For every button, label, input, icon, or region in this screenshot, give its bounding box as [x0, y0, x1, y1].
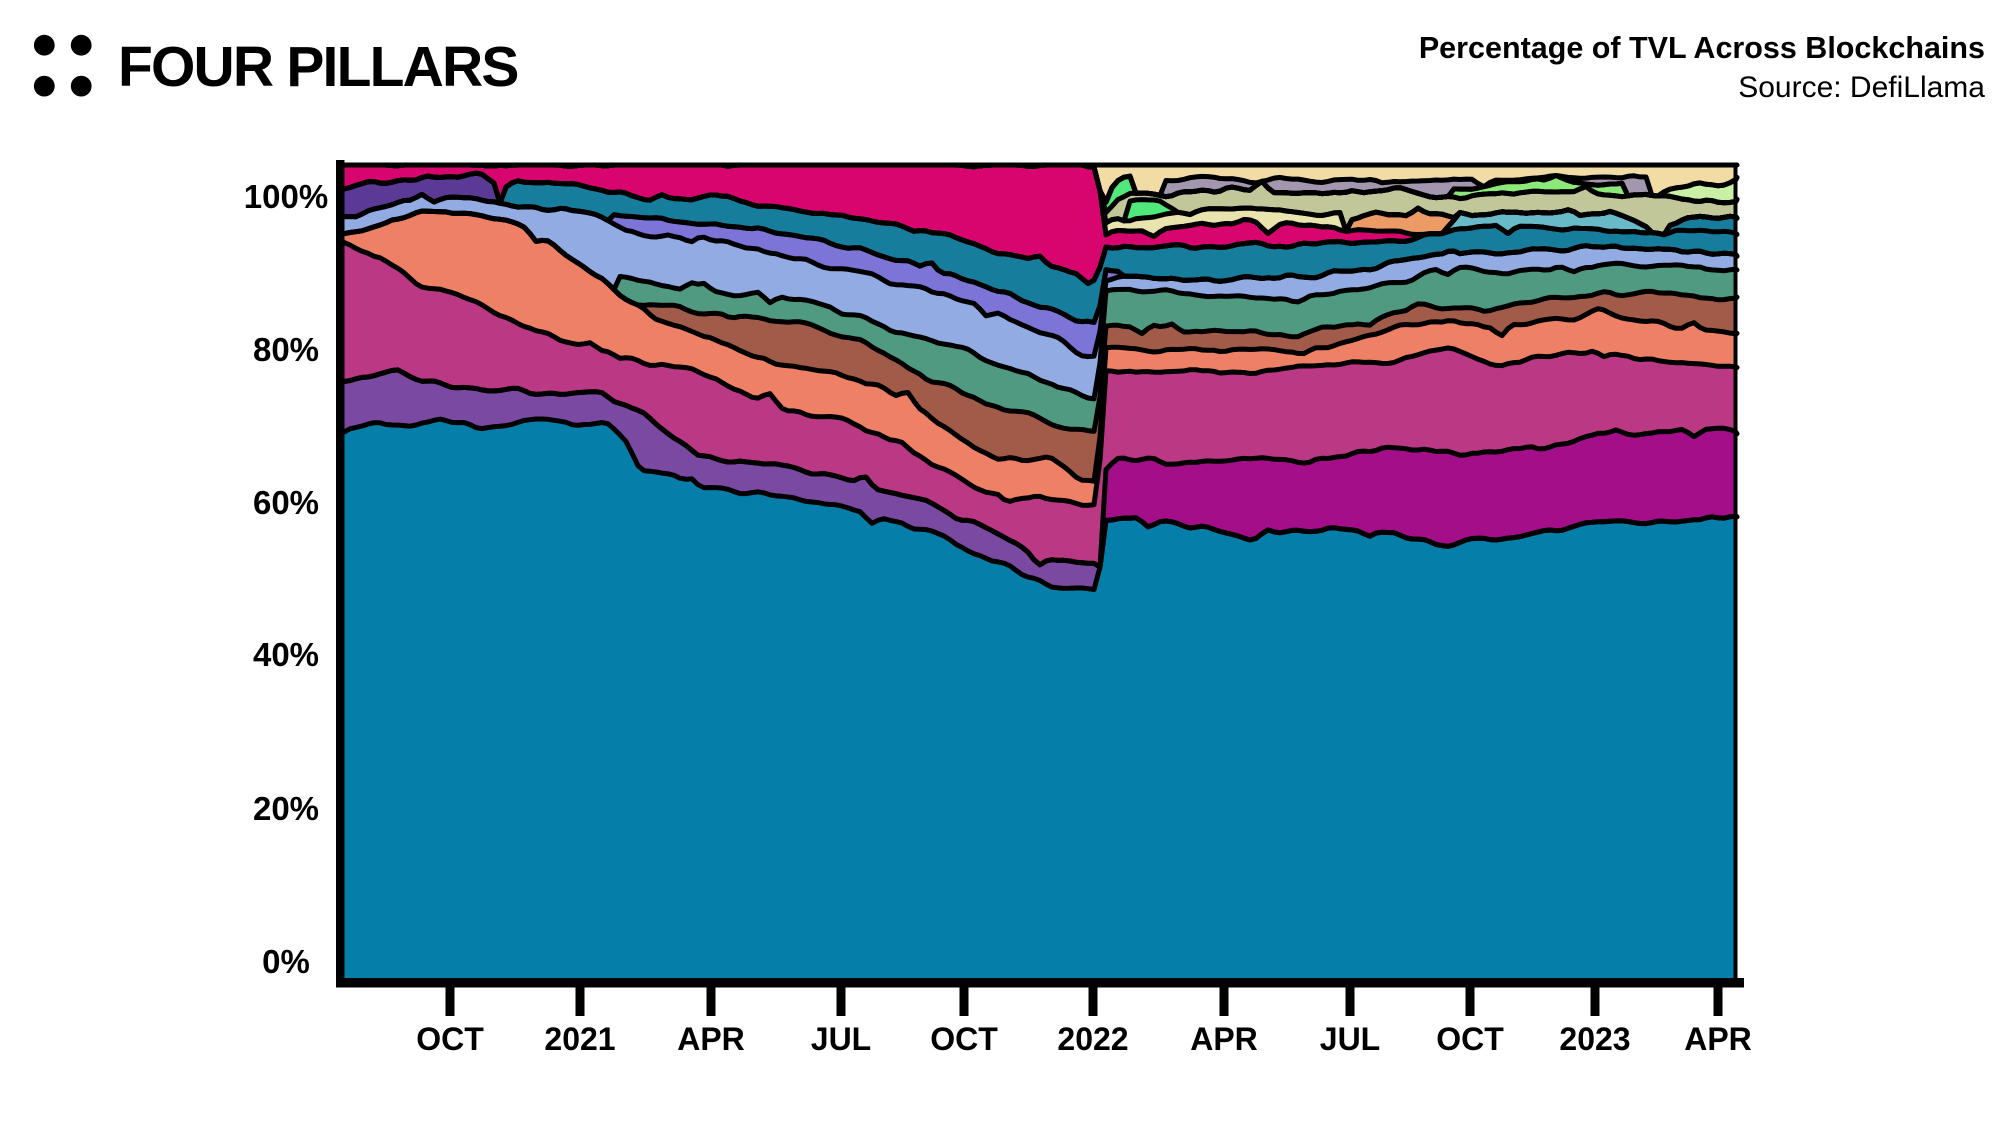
svg-text:2021: 2021: [544, 1021, 615, 1057]
svg-text:OCT: OCT: [416, 1021, 484, 1057]
svg-text:JUL: JUL: [1320, 1021, 1380, 1057]
svg-text:100%: 100%: [244, 178, 328, 215]
svg-text:40%: 40%: [253, 636, 319, 673]
svg-text:FOUR PILLARS: FOUR PILLARS: [118, 35, 518, 99]
svg-text:2022: 2022: [1057, 1021, 1128, 1057]
svg-text:Source: DefiLlama: Source: DefiLlama: [1738, 71, 1985, 104]
svg-text:Percentage of TVL Across Block: Percentage of TVL Across Blockchains: [1419, 31, 1985, 65]
svg-text:OCT: OCT: [930, 1021, 998, 1057]
svg-text:60%: 60%: [253, 484, 319, 521]
svg-text:0%: 0%: [262, 943, 310, 980]
svg-text:2023: 2023: [1559, 1021, 1630, 1057]
svg-text:20%: 20%: [253, 790, 319, 827]
svg-text:JUL: JUL: [811, 1021, 871, 1057]
svg-text:APR: APR: [1684, 1021, 1752, 1057]
svg-text:OCT: OCT: [1436, 1021, 1504, 1057]
svg-text:APR: APR: [1190, 1021, 1258, 1057]
svg-text:APR: APR: [677, 1021, 745, 1057]
svg-text:80%: 80%: [253, 331, 319, 368]
